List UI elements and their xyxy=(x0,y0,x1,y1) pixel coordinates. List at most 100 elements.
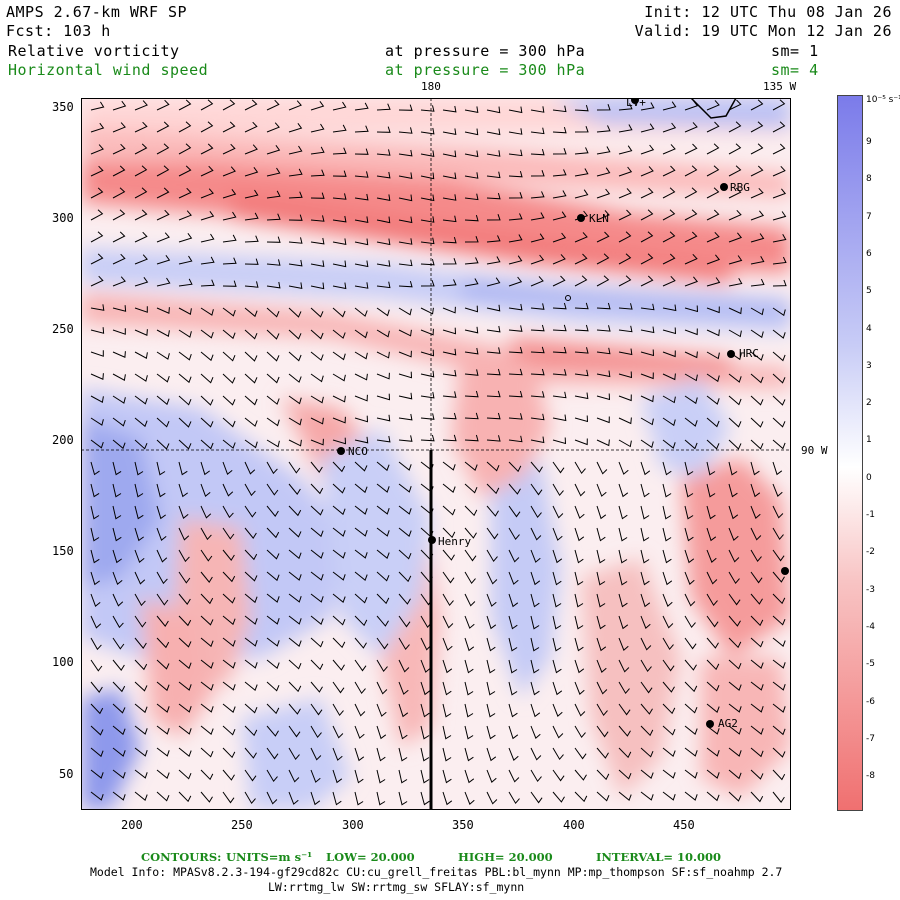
wind-barb xyxy=(508,368,523,376)
wind-barb xyxy=(662,593,673,607)
wind-barb xyxy=(332,681,345,694)
wind-barb xyxy=(112,527,122,542)
station-henry[interactable]: Henry xyxy=(438,535,472,548)
wind-barb xyxy=(640,372,654,380)
wind-barb xyxy=(332,527,346,537)
wind-barb xyxy=(530,191,545,199)
wind-barb xyxy=(508,325,523,332)
wind-barb xyxy=(750,505,761,519)
station-nco[interactable]: NCO xyxy=(348,445,368,458)
wind-barb xyxy=(134,703,148,714)
wind-barb xyxy=(662,231,676,243)
wind-barb xyxy=(728,549,740,563)
wind-barb xyxy=(552,615,562,630)
wind-barb xyxy=(112,100,127,111)
wind-barb xyxy=(178,703,192,713)
wind-barb xyxy=(134,593,146,607)
vorticity-wind-map[interactable] xyxy=(81,98,791,810)
wind-barb xyxy=(420,747,430,762)
wind-barb xyxy=(750,483,761,498)
station-dot-henry xyxy=(428,536,436,544)
wind-barb xyxy=(266,395,280,405)
wind-barb xyxy=(178,278,193,287)
wind-barb xyxy=(376,615,389,627)
station-hrc[interactable]: HRC xyxy=(739,347,759,360)
wind-barb xyxy=(156,791,170,802)
wind-barb xyxy=(222,166,236,177)
station-dot-rbg xyxy=(720,183,728,191)
wind-barb xyxy=(310,282,325,290)
wind-barb xyxy=(244,307,258,318)
wind-barb xyxy=(618,253,632,265)
wind-barb xyxy=(354,461,368,472)
wind-barb xyxy=(112,505,122,520)
wind-barb xyxy=(156,143,170,155)
wind-barb xyxy=(772,593,786,605)
wind-barb xyxy=(244,637,258,647)
wind-barb xyxy=(420,105,435,112)
wind-barb xyxy=(90,747,104,758)
wind-barb xyxy=(420,237,435,245)
wind-barb xyxy=(750,593,763,605)
wind-barb xyxy=(530,527,542,541)
wind-barb xyxy=(508,461,522,473)
wind-barb xyxy=(464,549,477,562)
wind-barb xyxy=(662,101,677,111)
wind-barb xyxy=(288,681,302,693)
wind-barb xyxy=(552,414,567,422)
wind-barb xyxy=(618,275,632,287)
wind-barb xyxy=(134,351,148,359)
wind-barb xyxy=(112,791,126,801)
wind-barb xyxy=(332,483,346,494)
wind-barb xyxy=(684,505,694,520)
wind-barb xyxy=(90,439,104,449)
wind-barb xyxy=(486,304,501,312)
wind-barb xyxy=(662,439,676,449)
wind-barb xyxy=(706,373,720,383)
wind-barb xyxy=(222,143,236,155)
wind-barb xyxy=(244,549,258,561)
wind-barb xyxy=(706,791,720,802)
wind-barb xyxy=(508,747,519,761)
station-kln[interactable]: KLN xyxy=(589,212,609,225)
wind-barb xyxy=(332,193,347,200)
wind-barb xyxy=(574,571,584,586)
wind-barb xyxy=(178,233,193,243)
wind-barb xyxy=(398,593,411,605)
wind-barb xyxy=(398,392,413,400)
wind-barb xyxy=(288,439,302,447)
wind-barb xyxy=(266,439,280,448)
wind-barb xyxy=(486,615,497,630)
wind-barb xyxy=(684,527,694,542)
wind-barb xyxy=(288,571,302,581)
station-ag2[interactable]: AG2 xyxy=(718,717,738,730)
wind-barb xyxy=(310,703,323,716)
wind-barb xyxy=(464,769,475,784)
wind-barb xyxy=(662,549,672,564)
wind-barb xyxy=(288,791,299,805)
wind-barb xyxy=(640,549,650,564)
colorbar-label: 5 xyxy=(866,286,872,297)
wind-barb xyxy=(376,549,390,560)
wind-barb xyxy=(552,505,564,519)
station-rbg[interactable]: RBG xyxy=(730,181,750,194)
wind-barb xyxy=(750,395,764,406)
station-lv[interactable]: LV+ xyxy=(626,96,646,109)
wind-barb xyxy=(354,193,369,201)
wind-barb xyxy=(618,394,632,402)
wind-barb xyxy=(310,237,325,245)
wind-barb xyxy=(310,101,325,111)
field1-level: at pressure = 300 hPa xyxy=(385,42,586,60)
wind-barb xyxy=(772,637,786,648)
wind-barb xyxy=(332,329,346,339)
wind-barb xyxy=(310,373,324,383)
wind-barb xyxy=(684,659,697,671)
wind-barb xyxy=(442,483,456,494)
wind-barb xyxy=(684,276,699,287)
wind-barb xyxy=(420,307,434,315)
wind-barb xyxy=(134,527,144,542)
wind-barb xyxy=(464,593,476,607)
wind-barb xyxy=(618,615,629,630)
wind-barb xyxy=(596,505,607,520)
colorbar-label: 1 xyxy=(866,435,872,446)
